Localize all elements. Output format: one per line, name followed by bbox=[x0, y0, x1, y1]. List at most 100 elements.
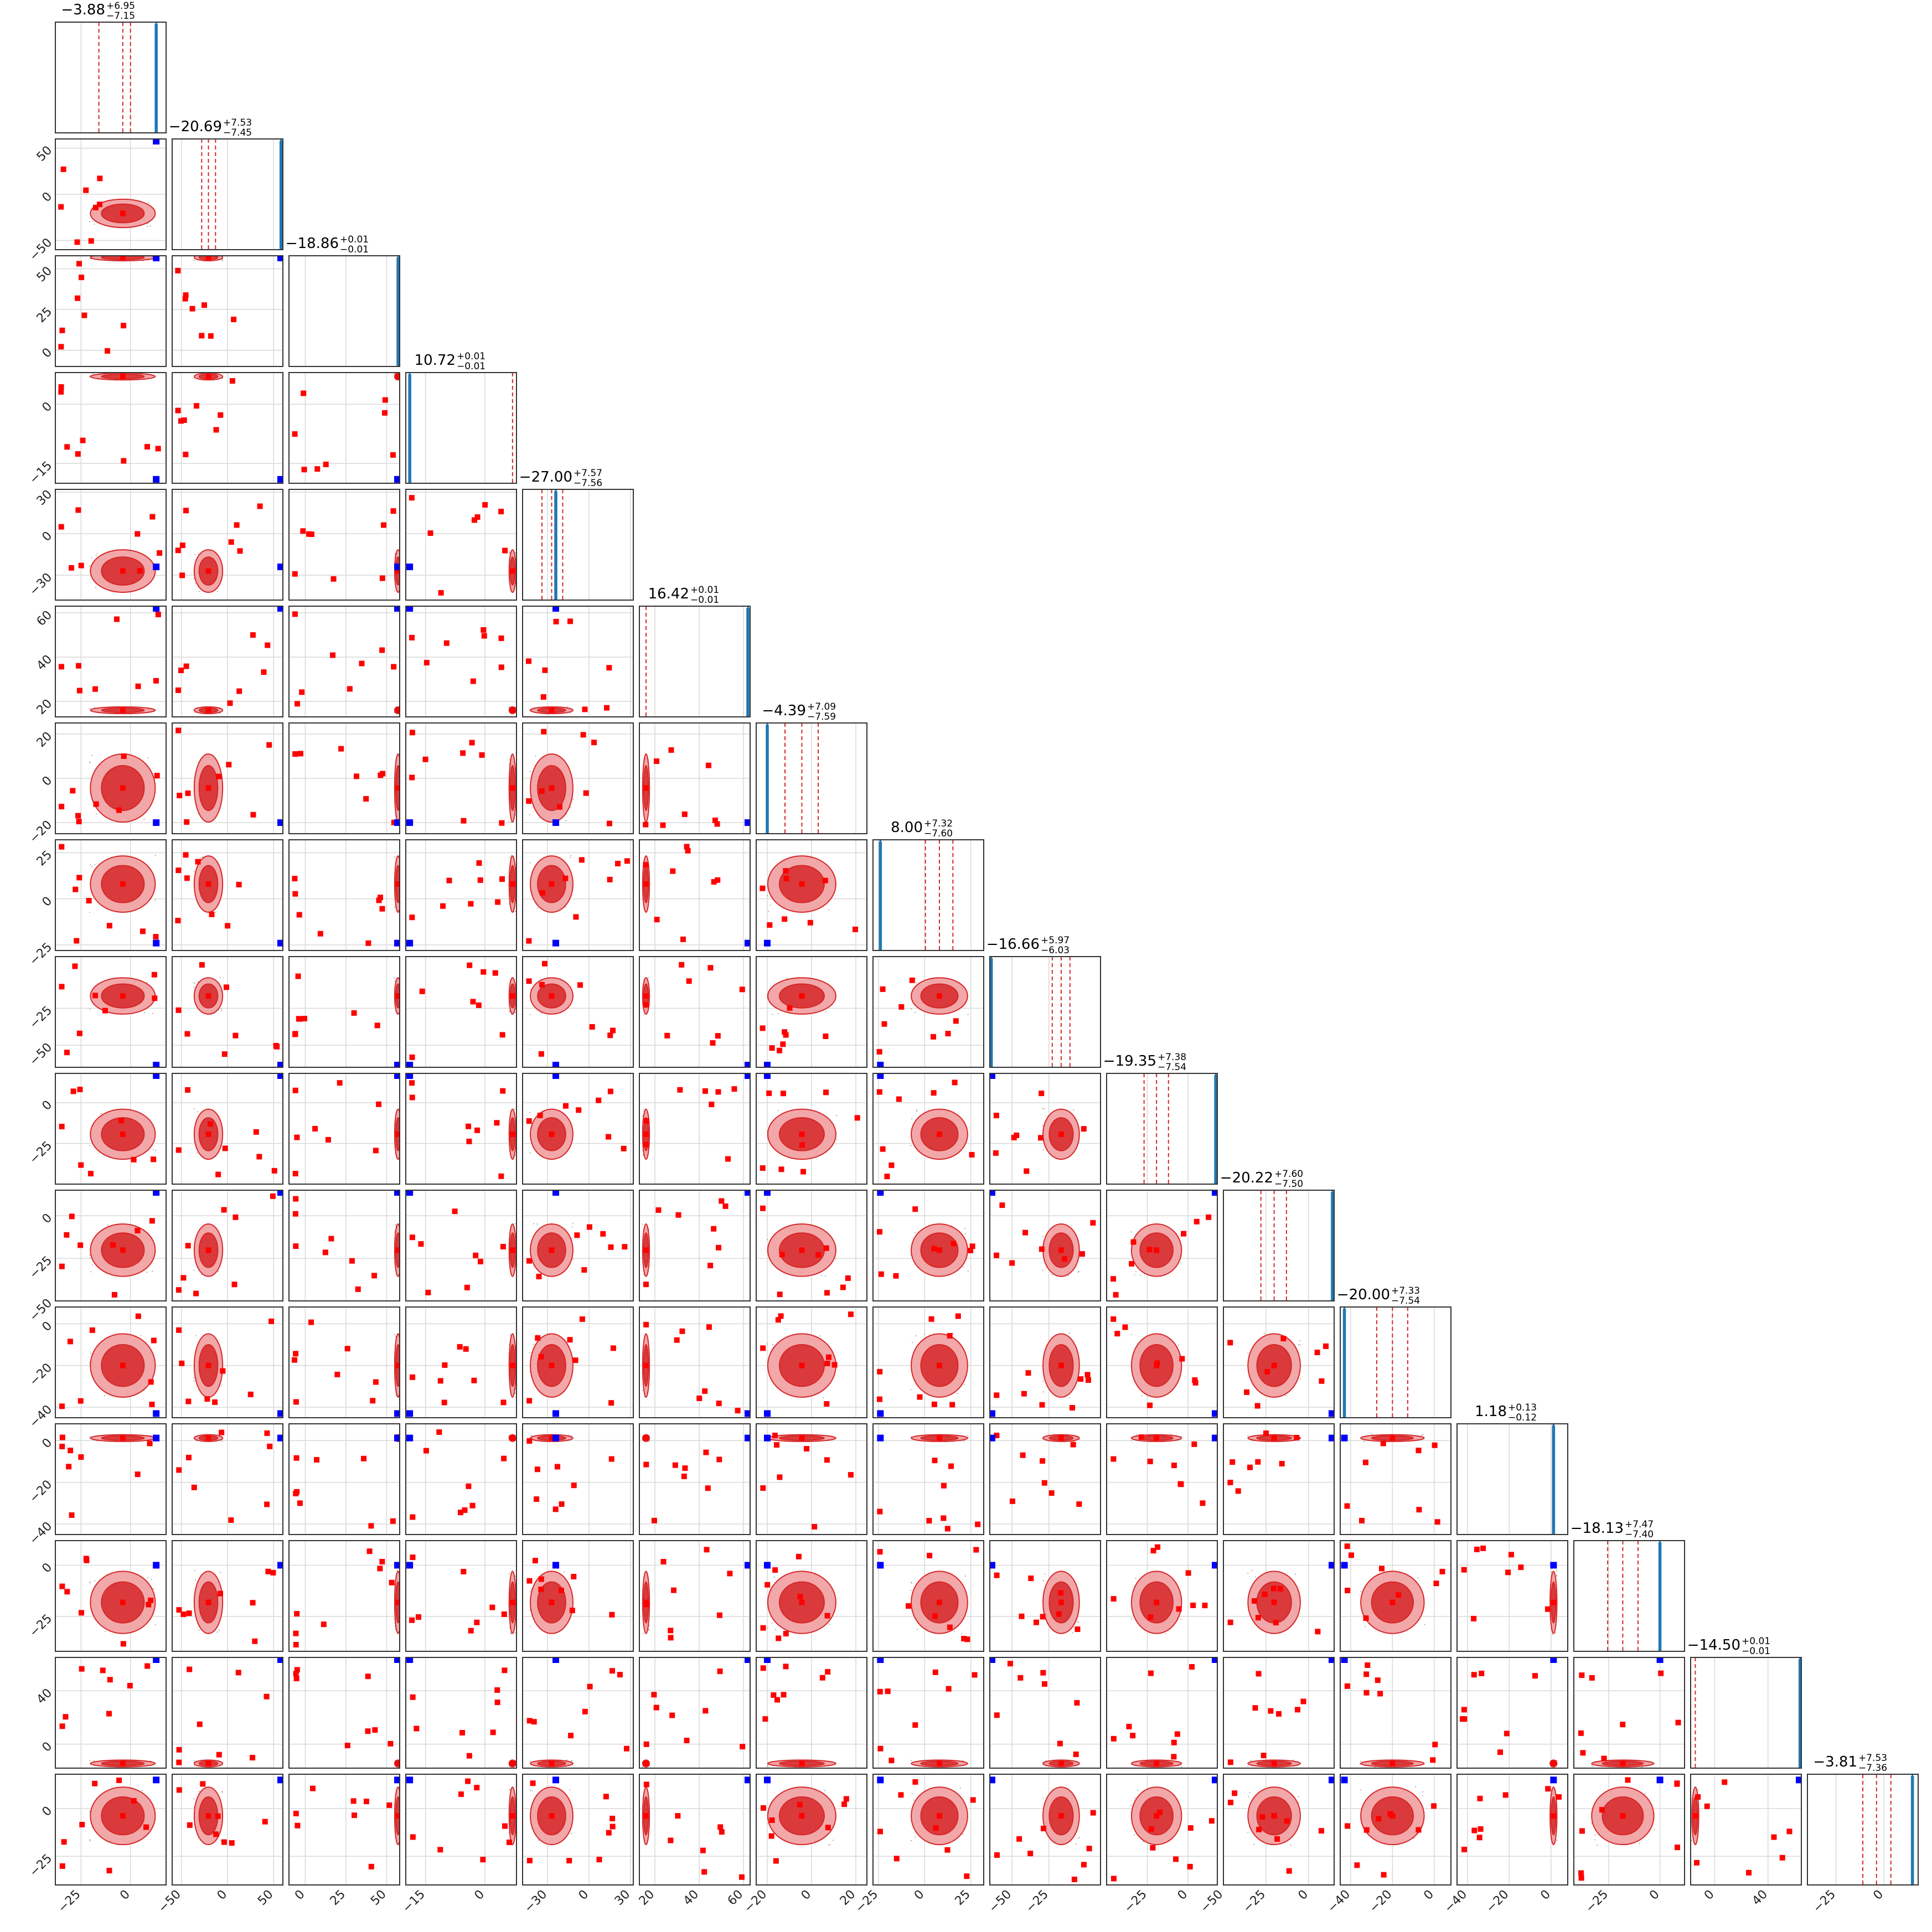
contour-group bbox=[176, 1657, 283, 1768]
median-marker bbox=[549, 785, 555, 791]
sample-marker bbox=[643, 1321, 649, 1327]
sample-marker bbox=[423, 660, 430, 666]
sample-marker bbox=[477, 877, 483, 883]
sample-marker bbox=[775, 1317, 781, 1323]
x-tick-label: −20 bbox=[1484, 1888, 1512, 1916]
sample-point bbox=[194, 983, 195, 985]
sample-marker bbox=[436, 1429, 442, 1435]
sample-marker bbox=[189, 306, 195, 312]
sample-marker bbox=[1476, 1835, 1482, 1841]
panel-5-4 bbox=[522, 606, 634, 717]
sample-point bbox=[1251, 1570, 1253, 1572]
sample-marker bbox=[709, 1102, 715, 1108]
x-tick-label: −20 bbox=[742, 1888, 770, 1916]
y-tick-label: 0 bbox=[40, 1319, 55, 1335]
truth-marker bbox=[764, 1776, 771, 1784]
panel-12-5 bbox=[639, 1423, 751, 1535]
panel-frame bbox=[55, 839, 167, 951]
sample-marker bbox=[309, 1785, 316, 1791]
sample-marker bbox=[562, 875, 569, 881]
sample-marker bbox=[106, 923, 112, 929]
sample-marker bbox=[823, 1245, 829, 1251]
sample-point bbox=[394, 856, 396, 858]
sample-point bbox=[394, 977, 396, 979]
sample-marker bbox=[418, 1241, 424, 1247]
sample-marker bbox=[780, 1091, 786, 1097]
y-tick-label: −25 bbox=[27, 1004, 55, 1032]
sample-point bbox=[1179, 1765, 1180, 1766]
sample-marker bbox=[577, 982, 583, 988]
truth-marker bbox=[406, 1776, 414, 1784]
sample-point bbox=[396, 1570, 398, 1572]
x-tick-label: 0 bbox=[912, 1888, 927, 1903]
truth-marker bbox=[764, 1410, 771, 1417]
sample-marker bbox=[143, 1824, 149, 1830]
sample-point bbox=[566, 1759, 567, 1761]
sample-marker bbox=[881, 1021, 887, 1027]
sample-marker bbox=[270, 1570, 276, 1576]
sample-marker bbox=[1187, 1825, 1194, 1831]
truth-marker bbox=[1656, 1657, 1664, 1663]
sample-point bbox=[151, 1579, 152, 1580]
sample-marker bbox=[76, 1030, 82, 1036]
sample-marker bbox=[423, 1448, 429, 1454]
sample-point bbox=[394, 590, 395, 592]
sample-point bbox=[509, 1334, 511, 1336]
sample-point bbox=[965, 1233, 967, 1234]
sample-marker bbox=[1416, 1507, 1422, 1513]
sample-marker bbox=[474, 1785, 480, 1791]
sample-point bbox=[92, 373, 94, 374]
sample-marker bbox=[994, 1852, 1000, 1858]
sample-marker bbox=[969, 1151, 975, 1158]
panel-frame bbox=[288, 606, 400, 717]
median-marker bbox=[1551, 1760, 1557, 1766]
sample-marker bbox=[812, 1523, 818, 1530]
truth-marker bbox=[552, 1190, 559, 1196]
sample-point bbox=[1413, 1837, 1415, 1839]
sample-point bbox=[152, 1270, 153, 1272]
sample-marker bbox=[1244, 1389, 1250, 1395]
sample-point bbox=[535, 756, 536, 757]
panel-12-11 bbox=[1340, 1423, 1451, 1535]
sample-point bbox=[193, 1108, 195, 1110]
sample-point bbox=[1042, 1580, 1044, 1582]
median-marker bbox=[937, 1813, 942, 1819]
panel-14-2 bbox=[288, 1657, 400, 1769]
contour-group bbox=[176, 1562, 283, 1644]
sample-point bbox=[147, 1577, 149, 1578]
contour-group bbox=[1110, 1657, 1217, 1768]
x-tick-label: 0 bbox=[215, 1888, 230, 1903]
param-err-minus: −7.54 bbox=[1158, 1062, 1186, 1073]
sample-marker bbox=[270, 1193, 276, 1199]
y-tick-label: 0 bbox=[40, 1804, 55, 1820]
sample-marker bbox=[490, 1729, 496, 1735]
sample-marker bbox=[228, 539, 234, 545]
sample-point bbox=[768, 911, 769, 912]
sample-point bbox=[910, 1582, 912, 1583]
median-marker bbox=[549, 993, 555, 999]
median-marker bbox=[205, 785, 211, 791]
panel-frame bbox=[172, 839, 283, 951]
sample-marker bbox=[609, 1815, 616, 1821]
sample-marker bbox=[568, 1733, 574, 1739]
truth-marker bbox=[990, 1657, 995, 1663]
sample-marker bbox=[945, 1031, 951, 1037]
sample-marker bbox=[534, 1496, 540, 1502]
sample-point bbox=[570, 855, 572, 856]
sample-marker bbox=[831, 1362, 838, 1368]
sample-marker bbox=[446, 877, 452, 884]
panel-8-0: −50−25 bbox=[27, 956, 167, 1068]
truth-marker bbox=[1212, 1776, 1217, 1784]
panel-frame bbox=[55, 1657, 167, 1769]
contour-group bbox=[176, 1318, 283, 1417]
sample-marker bbox=[374, 1022, 380, 1029]
sample-marker bbox=[573, 914, 579, 920]
sample-marker bbox=[931, 1401, 937, 1407]
sample-point bbox=[401, 1228, 402, 1229]
panel-2-2: −18.86 +0.01−0.01 bbox=[286, 234, 400, 367]
panel-frame bbox=[522, 1190, 634, 1301]
panel-6-2 bbox=[288, 722, 400, 834]
sample-marker bbox=[1150, 1548, 1156, 1554]
sample-marker bbox=[931, 1090, 937, 1096]
sample-point bbox=[529, 1112, 531, 1113]
